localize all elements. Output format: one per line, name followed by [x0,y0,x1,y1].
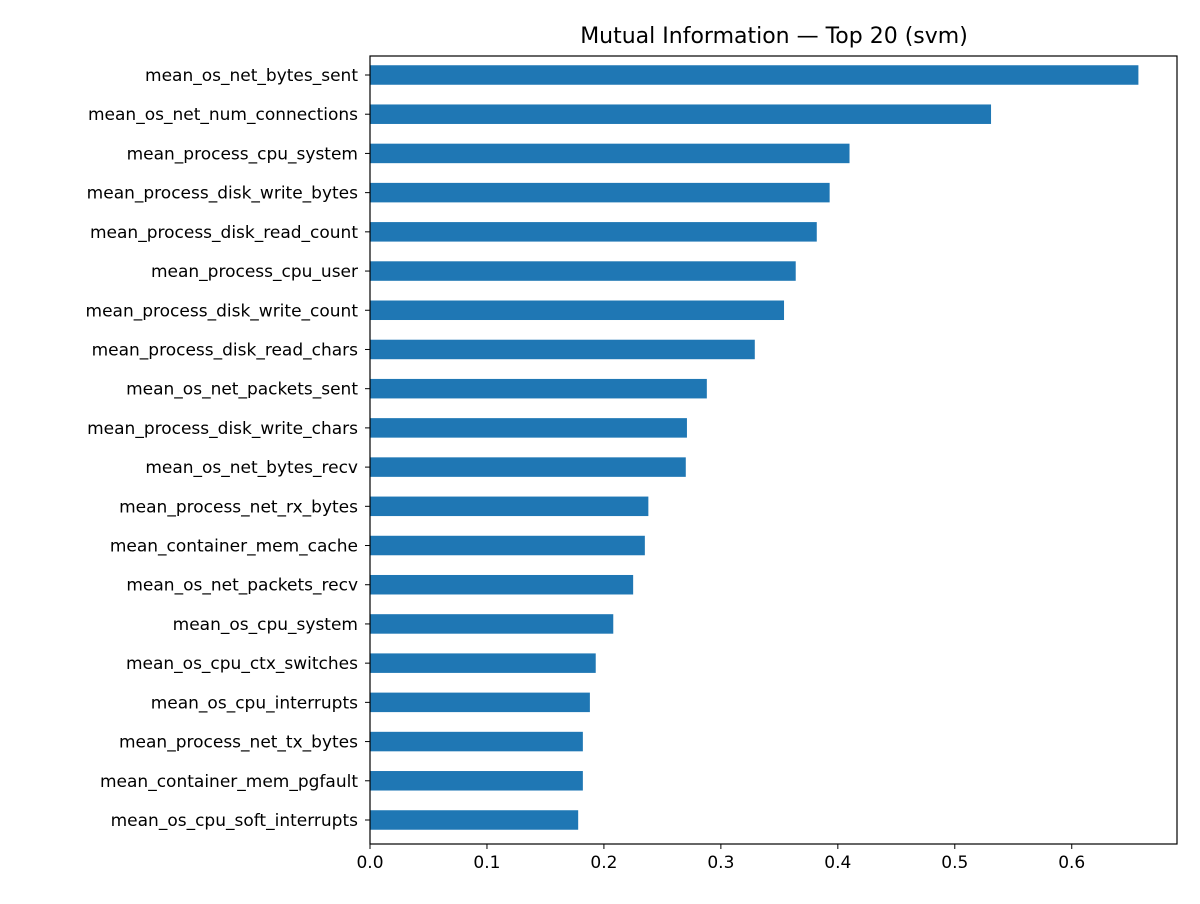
bar-mean_os_net_bytes_sent [370,65,1139,85]
y-tick-label: mean_process_cpu_user [151,262,358,282]
x-tick-label: 0.5 [941,853,968,873]
y-tick-label: mean_os_cpu_interrupts [151,693,358,713]
chart-title: Mutual Information — Top 20 (svm) [580,24,968,49]
y-tick-label: mean_os_cpu_system [173,615,358,635]
y-tick-label: mean_process_disk_read_count [90,223,358,243]
y-tick-label: mean_os_net_packets_recv [126,576,358,596]
bar-mean_os_cpu_ctx_switches [370,653,596,673]
y-tick-label: mean_os_net_num_connections [88,105,358,125]
bar-mean_process_net_rx_bytes [370,496,649,517]
bar-mean_os_net_bytes_recv [370,457,686,477]
bar-mean_container_mem_cache [370,535,645,556]
x-tick-label: 0.4 [824,853,851,873]
bar-mean_process_disk_read_chars [370,339,755,360]
y-tick-label: mean_process_disk_write_count [86,301,359,321]
y-tick-label: mean_os_net_bytes_sent [145,66,358,86]
bar-mean_os_cpu_interrupts [370,692,590,713]
y-tick-label: mean_process_disk_write_bytes [87,184,358,204]
y-tick-label: mean_process_cpu_system [127,144,358,164]
bar-mean_process_disk_read_count [370,222,817,242]
bar-mean_process_cpu_user [370,261,796,281]
y-axis: mean_os_net_bytes_sent mean_os_net_num_co… [86,66,370,831]
y-tick-label: mean_os_cpu_ctx_switches [126,654,358,674]
x-tick-label: 0.2 [590,853,617,873]
bar-mean_process_cpu_system [370,143,850,164]
x-axis: 0.0 0.1 0.2 0.3 0.4 0.5 0.6 [356,844,1085,873]
x-tick-label: 0.6 [1058,853,1085,873]
bars-layer [370,65,1139,830]
y-tick-label: mean_process_net_rx_bytes [119,497,358,517]
bar-mean_os_cpu_soft_interrupts [370,810,579,830]
bar-mean_process_disk_write_chars [370,418,687,438]
bar-mean_os_cpu_system [370,614,614,634]
y-tick-label: mean_container_mem_pgfault [100,772,358,792]
y-tick-label: mean_os_net_bytes_recv [145,458,358,478]
bar-mean_container_mem_pgfault [370,771,583,791]
x-tick-label: 0.1 [473,853,500,873]
y-tick-label: mean_container_mem_cache [110,537,358,557]
x-tick-label: 0.3 [707,853,734,873]
plot-frame [369,55,1178,845]
bar-mean_os_net_num_connections [370,104,992,124]
bar-mean_os_net_packets_recv [370,574,634,595]
bar-mean_process_disk_write_count [370,300,785,321]
y-tick-label: mean_os_cpu_soft_interrupts [111,811,359,831]
bar-mean_process_net_tx_bytes [370,731,583,752]
y-tick-label: mean_process_disk_write_chars [87,419,358,439]
bar-mean_os_net_packets_sent [370,378,707,399]
y-tick-label: mean_os_net_packets_sent [126,380,358,400]
x-tick-label: 0.0 [356,853,383,873]
y-tick-label: mean_process_net_tx_bytes [119,733,358,753]
y-tick-label: mean_process_disk_read_chars [92,340,359,360]
bar-mean_process_disk_write_bytes [370,182,830,203]
